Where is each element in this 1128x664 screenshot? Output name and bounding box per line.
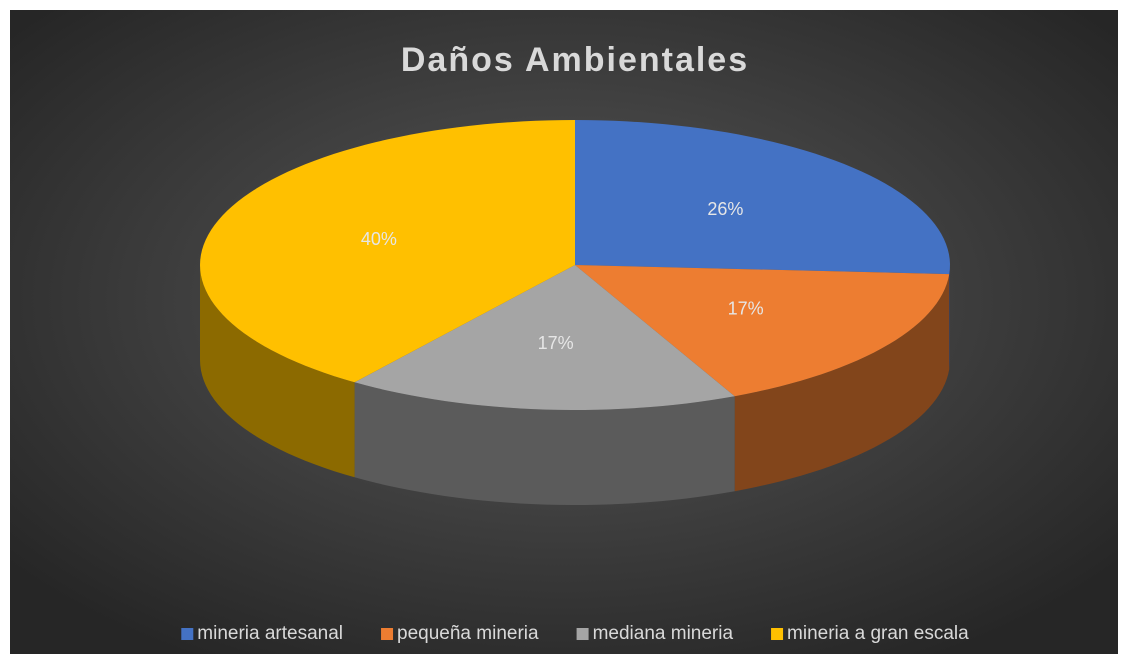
- legend-label: mineria artesanal: [197, 623, 343, 644]
- legend-swatch: [771, 628, 784, 640]
- data-label: 40%: [361, 229, 397, 249]
- pie-side: [200, 265, 355, 478]
- data-label: 26%: [707, 199, 743, 219]
- pie-tops: [200, 120, 950, 410]
- legend: mineria artesanal pequeña mineria mediana …: [181, 623, 969, 644]
- pie-side: [949, 265, 950, 370]
- legend-label: pequeña mineria: [397, 623, 539, 644]
- pie-slice: [575, 120, 950, 275]
- legend-swatch: [381, 628, 394, 640]
- pie-slice: [354, 265, 735, 410]
- pie-sides: [200, 265, 950, 505]
- pie-side: [734, 274, 950, 492]
- data-labels: 26% 17% 17% 40%: [361, 199, 764, 353]
- pie-slice: [200, 120, 575, 383]
- legend-label: mineria a gran escala: [787, 623, 969, 644]
- legend-swatch: [181, 628, 194, 640]
- legend-label: mediana mineria: [593, 623, 734, 644]
- chart-title: Daños Ambientales: [401, 41, 749, 79]
- pie-slice: [575, 265, 950, 397]
- legend-swatch: [576, 628, 589, 640]
- data-label: 17%: [728, 299, 764, 319]
- pie-side: [354, 382, 735, 505]
- data-label: 17%: [538, 333, 574, 353]
